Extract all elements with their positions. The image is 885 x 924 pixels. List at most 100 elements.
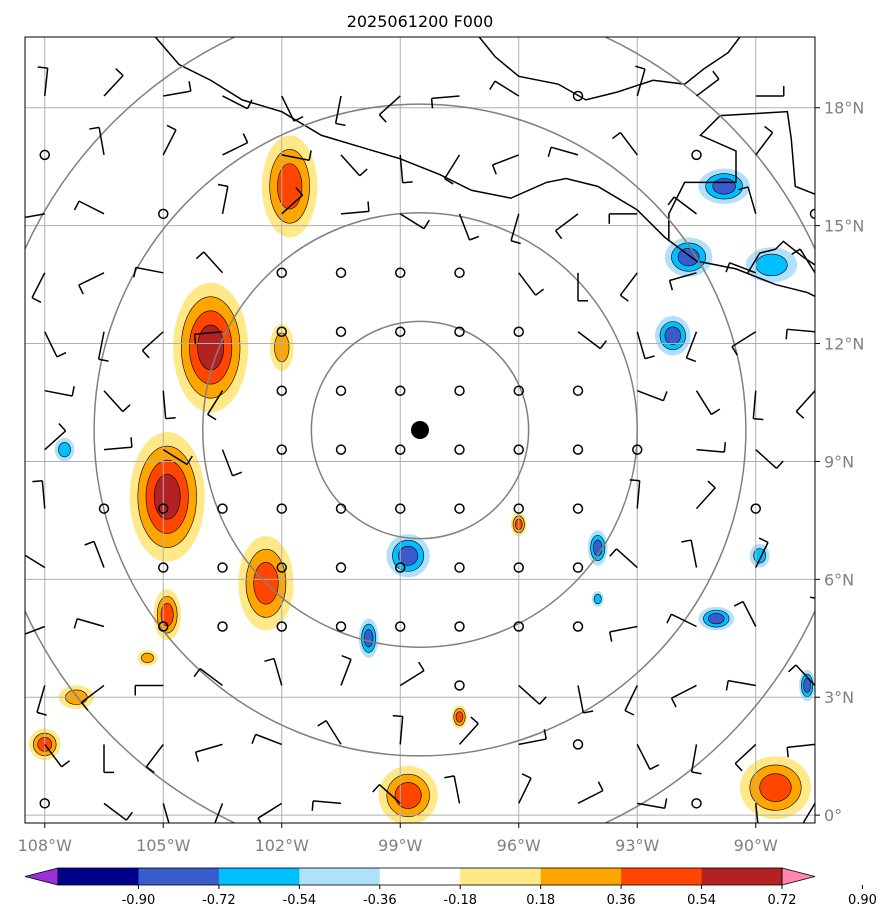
wind-barb-shaft (673, 196, 697, 215)
wind-barb-flag (731, 346, 738, 356)
wind-barb-flag (78, 284, 84, 295)
wind-barb-shaft (637, 802, 665, 809)
wind-barb-flag (58, 422, 67, 432)
calm-wind-marker (454, 385, 465, 396)
wind-barb-flag (764, 125, 774, 134)
wind-barb-flag (359, 168, 368, 177)
wind-barb-shaft (747, 186, 757, 215)
wind-barb-flag (61, 760, 71, 768)
wind-barb-shaft (203, 251, 224, 274)
wind-barb (547, 146, 579, 158)
colorbar-segment (460, 868, 542, 885)
axis-tick-labels: 108°W 105°W 102°W 99°W 96°W 93°W 90°W 0° 3°N 6°N 9… (18, 99, 865, 855)
wind-barb-flag (668, 280, 674, 291)
wind-barb-flag (667, 196, 675, 206)
wind-barb-flag (372, 784, 380, 793)
wind-barb-flag (644, 355, 655, 360)
wind-barb (25, 213, 45, 219)
wind-barb-shaft (325, 720, 342, 745)
wind-barb (311, 800, 342, 811)
wind-barb-shaft (78, 200, 105, 215)
wind-barb-flag (791, 248, 801, 255)
calm-wind-marker (395, 267, 406, 279)
wind-barb-shaft (802, 802, 815, 823)
wind-barb-shaft (399, 213, 425, 230)
lon-tick-label: 108°W (18, 836, 73, 855)
wind-barb-flag (597, 781, 604, 791)
wind-barb-flag (599, 340, 607, 350)
wind-barb-shaft (518, 684, 541, 705)
wind-barb (755, 125, 774, 156)
wind-barb (752, 390, 764, 421)
wind-barb (141, 331, 164, 359)
wind-barb-flag (839, 138, 842, 148)
wind-barb-flag (670, 697, 677, 708)
wind-barb-shaft (695, 487, 716, 510)
colorbar-extend-low (24, 867, 59, 886)
colorbar-segment (701, 868, 783, 885)
calm-wind-marker (335, 503, 347, 514)
calm-wind-marker (276, 503, 287, 514)
calm-wind-marker (276, 385, 287, 396)
wind-barb-shaft (619, 272, 638, 296)
wind-barb (44, 331, 67, 358)
wind-barb-flag (785, 329, 788, 340)
wind-barb (89, 126, 105, 156)
wind-barb (725, 679, 756, 691)
wind-barb-flag (71, 386, 75, 397)
colorbar-segment (540, 868, 622, 885)
wind-barb (636, 331, 655, 360)
wind-barb-flag (444, 178, 454, 185)
wind-barb (84, 540, 105, 568)
wind-barb (103, 744, 114, 774)
wind-barb (340, 201, 370, 215)
wind-barb-flag (73, 618, 78, 629)
wind-barb (577, 331, 607, 350)
wind-barb-flag (402, 181, 413, 184)
wind-barb-flag (308, 150, 312, 161)
wind-barb (37, 66, 49, 97)
wind-barb-shaft (814, 508, 815, 510)
wind-barb-flag (734, 762, 743, 772)
wind-barb-shaft (93, 541, 105, 568)
wind-barb-shaft (636, 331, 646, 359)
wind-barb-shaft (696, 448, 725, 453)
wind-barb-shaft (141, 331, 164, 352)
wind-barb (264, 657, 283, 686)
colorbar-tick-label: 0.72 (768, 893, 797, 908)
lat-tick-label: 3°N (824, 688, 854, 707)
wind-barb (193, 331, 223, 345)
wind-barb-flag (295, 187, 304, 196)
wind-barb (788, 664, 815, 686)
wind-barb (103, 68, 124, 97)
wind-barb-flag (664, 798, 668, 809)
wind-barb-flag (367, 201, 370, 212)
wind-barb-flag (392, 714, 403, 718)
wind-barb-flag (470, 716, 479, 725)
wind-barb-flag (56, 351, 67, 358)
wind-barb-shaft (431, 95, 460, 100)
wind-barb-shaft (787, 743, 815, 749)
wind-barb-flag (611, 131, 621, 140)
wind-barb (217, 183, 229, 214)
wind-barb-shaft (199, 668, 223, 687)
calm-wind-marker (454, 680, 465, 691)
wind-barb (802, 802, 815, 823)
wind-barb-shaft (458, 213, 471, 241)
wind-barb-shaft (399, 716, 404, 745)
calm-wind-marker (335, 621, 347, 632)
positive-anomaly-patch (277, 163, 303, 210)
wind-barb (518, 272, 545, 296)
wind-barb-flag (543, 729, 547, 740)
wind-barb (670, 684, 697, 708)
range-ring (310, 320, 530, 540)
wind-barb-flag (195, 251, 205, 260)
colorbar-segment (379, 868, 461, 885)
calm-wind-marker (809, 208, 815, 220)
wind-barb-flag (115, 68, 124, 77)
calm-wind-marker (691, 798, 702, 809)
wind-barb-flag (232, 471, 243, 477)
wind-barb-flag (165, 416, 176, 420)
wind-barb-flag (733, 600, 744, 607)
